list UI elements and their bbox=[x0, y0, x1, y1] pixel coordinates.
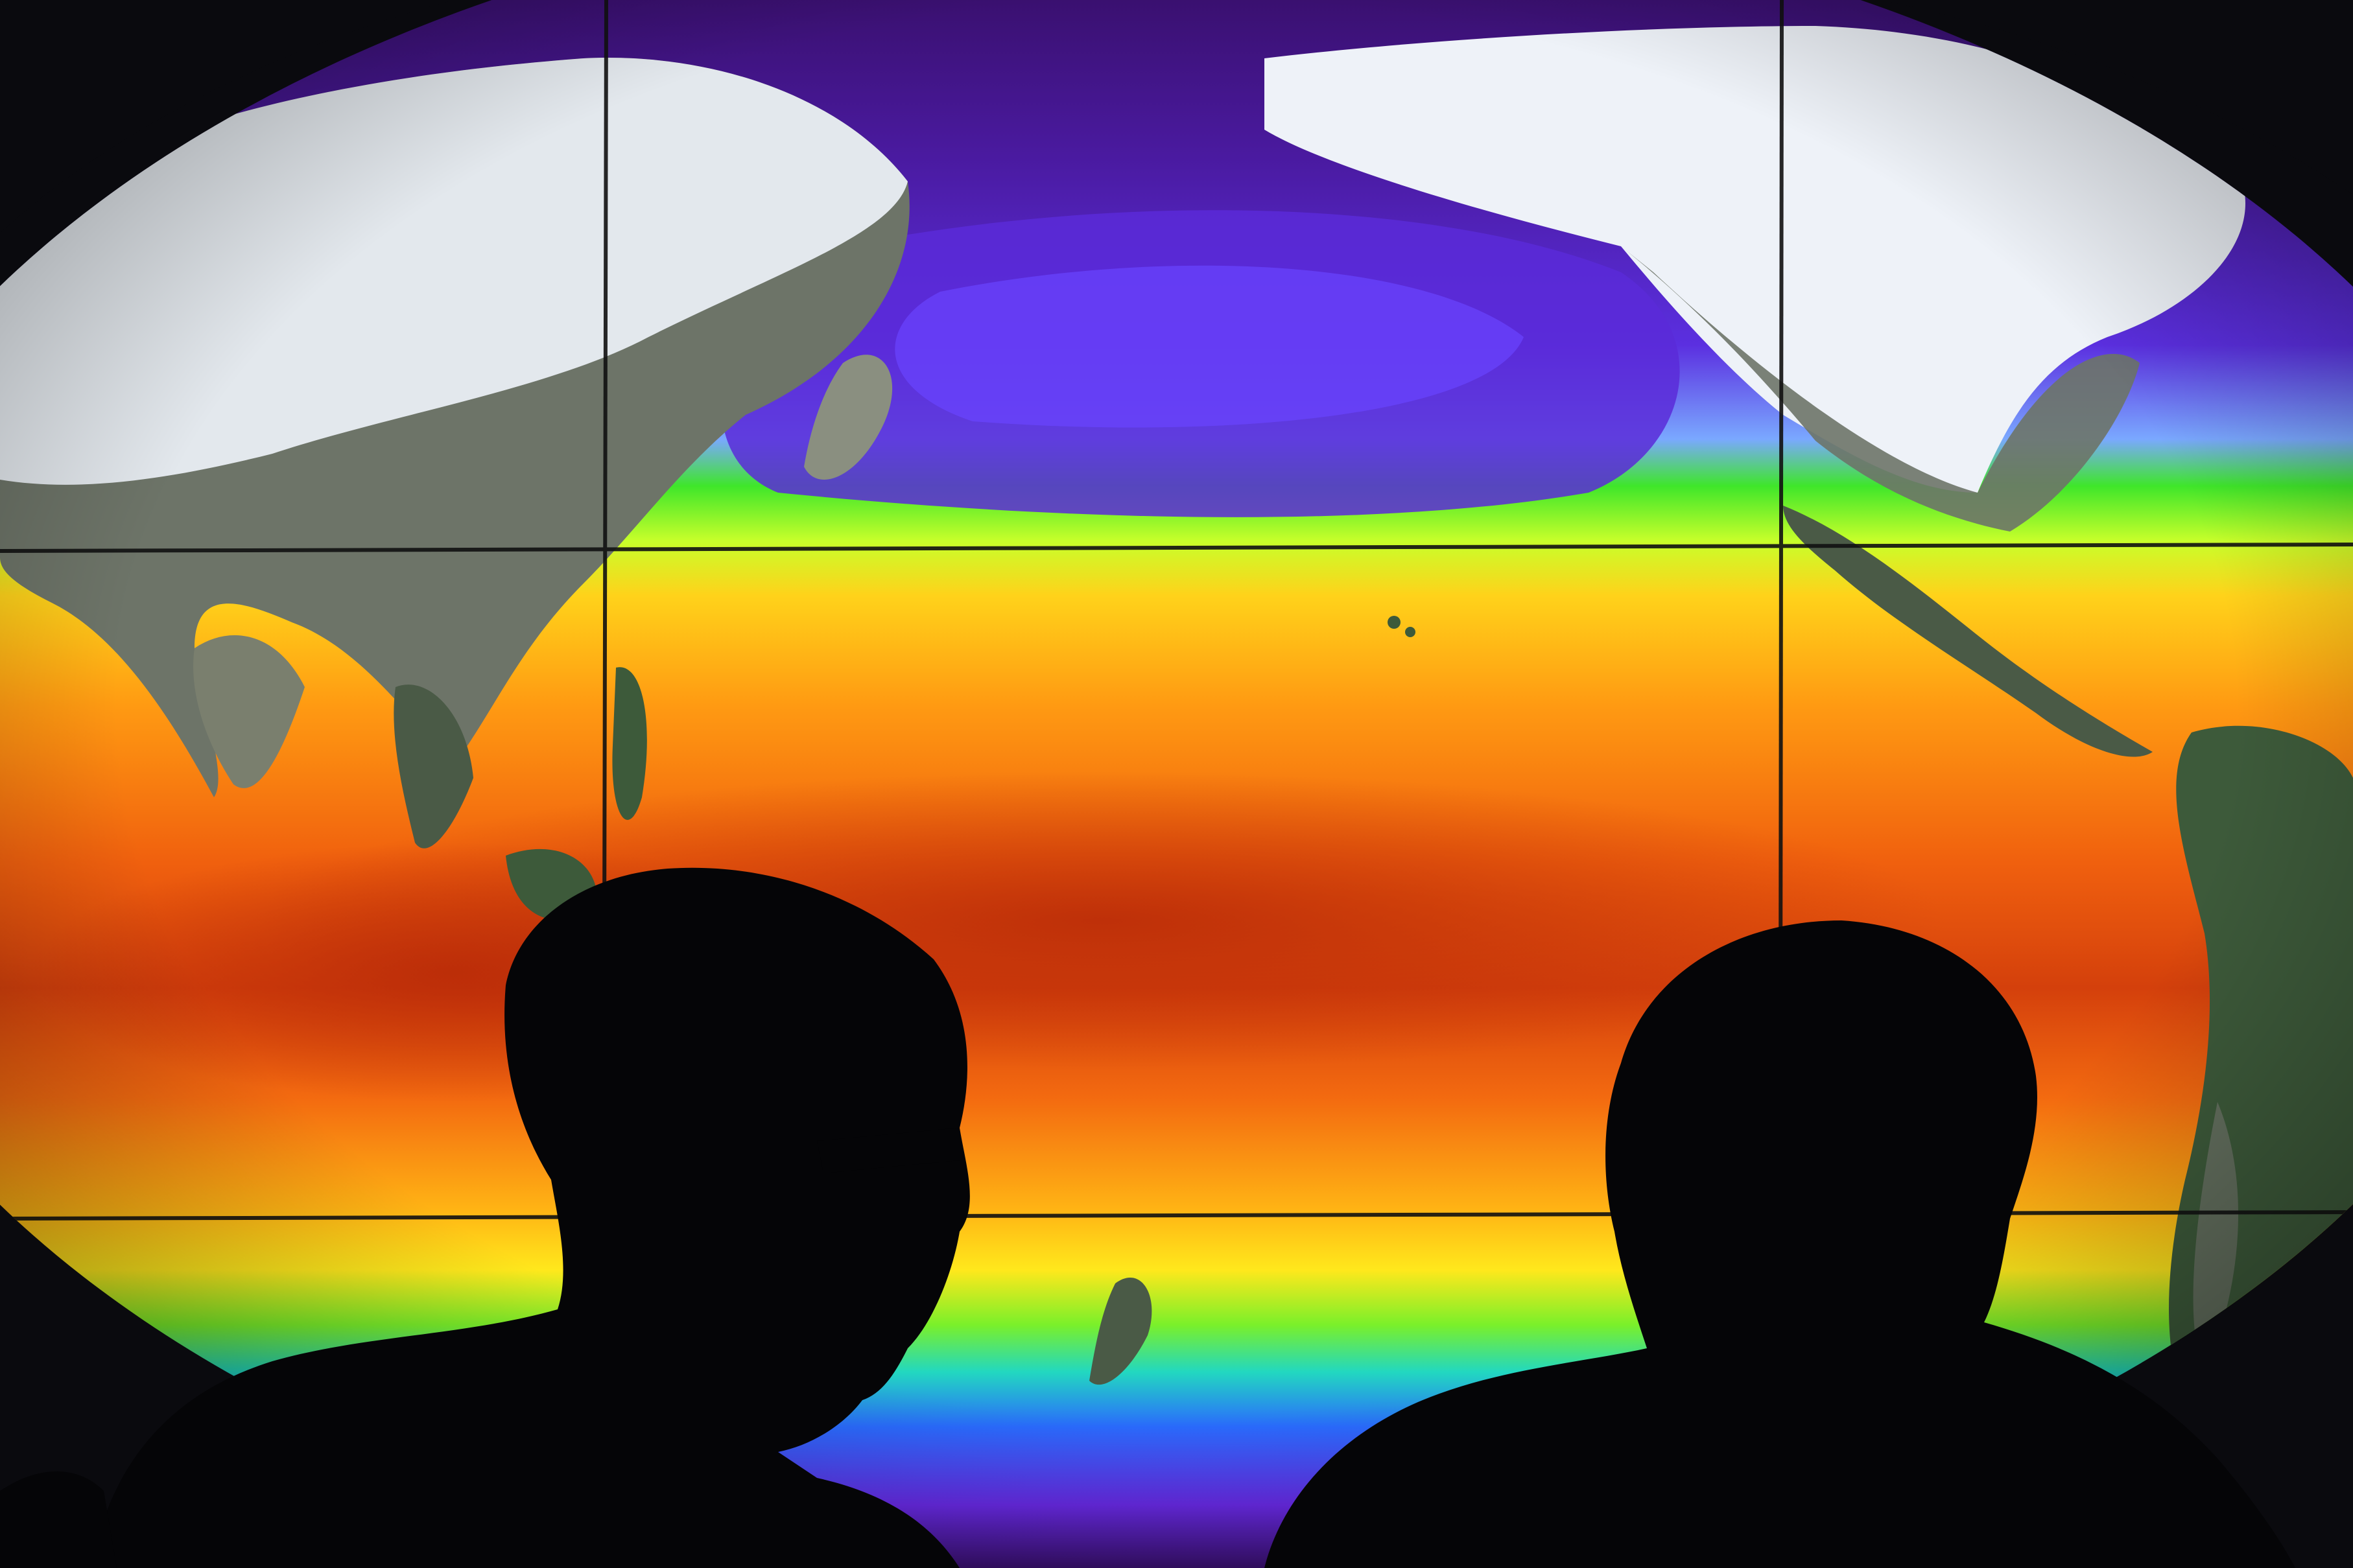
left-viewer-head-shoulders bbox=[91, 867, 970, 1568]
right-viewer-silhouette bbox=[1264, 920, 2295, 1568]
right-viewer-head-shoulders bbox=[1264, 920, 2295, 1568]
left-viewer-silhouette bbox=[91, 867, 970, 1568]
top-right-room-corner bbox=[1880, 0, 2353, 194]
foreground-shadow bbox=[0, 1471, 117, 1568]
top-left-room-corner bbox=[0, 0, 454, 233]
eyeglasses-icon bbox=[817, 1128, 960, 1173]
